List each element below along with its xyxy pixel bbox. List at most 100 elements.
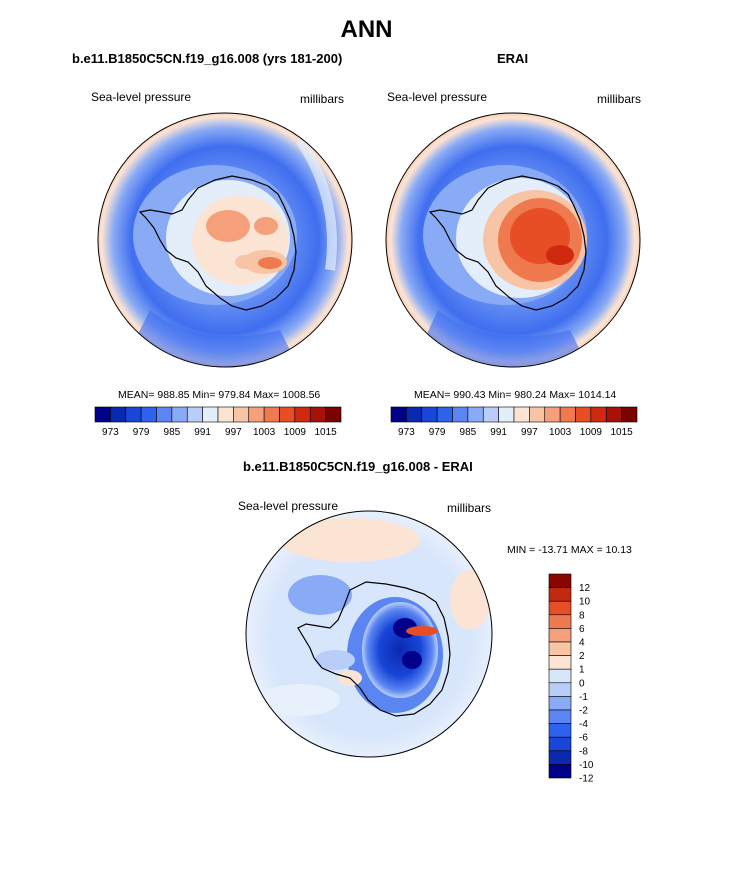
colorbar-obs-swatch [559,406,576,423]
colorbar-model-swatch [171,406,188,423]
colorbar-model-tick-label: 985 [164,427,181,438]
variable-label-diff: Sea-level pressure [238,499,339,513]
colorbar-diff-tick-label: -1 [579,692,588,703]
colorbar-model-swatch [248,406,265,423]
colorbar-model-swatch [263,406,280,423]
colorbar-diff-tick-label: 10 [579,597,591,608]
colorbar-diff-swatch [548,573,572,588]
units-label-obs: millibars [597,92,642,106]
colorbar-obs-swatch [590,406,607,423]
stats-obs: MEAN= 990.43 Min= 980.24 Max= 1014.14 [414,389,617,401]
colorbar-model-swatch [279,406,296,423]
map-boundary-model [97,112,353,368]
stats-model: MEAN= 988.85 Min= 979.84 Max= 1008.56 [118,389,321,401]
colorbar-model-swatch [110,406,127,423]
colorbar-model-tick-label: 997 [225,427,242,438]
colorbar-diff-swatch [548,709,572,724]
colorbar-obs-swatch [621,406,638,423]
variable-label-model: Sea-level pressure [91,90,192,104]
map-model [98,113,352,367]
colorbar-model-swatch [294,406,311,423]
colorbar-model-swatch [233,406,250,423]
colorbar-diff-tick-label: 12 [579,583,591,594]
colorbar-diff-swatch [548,764,572,779]
colorbar-diff-swatch [548,614,572,629]
colorbar-model-tick-label: 1015 [315,427,338,438]
colorbar-obs-tick-label: 1003 [549,427,572,438]
colorbar-diff-tick-label: -8 [579,746,588,757]
colorbar-obs-tick-label: 979 [429,427,446,438]
colorbar-obs-tick-label: 991 [490,427,507,438]
map-boundary-diff [245,510,493,758]
colorbar-model-tick-label: 1003 [253,427,276,438]
colorbar-obs-tick-label: 985 [460,427,477,438]
colorbar-obs-swatch [406,406,423,423]
colorbar-diff-tick-label: 4 [579,638,585,649]
colorbar-obs-tick-label: 1015 [611,427,634,438]
colorbar-obs: 973 979 985 991 997 1003 1009 1015 [390,406,638,438]
colorbar-diff-swatch [548,750,572,765]
map-obs [386,113,640,367]
colorbar-model-swatch [125,406,142,423]
colorbar-diff-tick-label: 6 [579,624,585,635]
colorbar-diff-tick-label: 8 [579,610,585,621]
colorbar-obs-swatch [482,406,499,423]
colorbar-model-tick-label: 991 [194,427,211,438]
colorbar-obs-swatch [529,406,546,423]
colorbar-model-swatch [309,406,326,423]
colorbar-model-tick-label: 973 [102,427,119,438]
colorbar-obs-swatch [605,406,622,423]
colorbar-diff-swatch [548,600,572,616]
colorbar-model-swatch [140,406,157,423]
colorbar-diff-tick-label: -4 [579,719,588,730]
colorbar-model-swatch [325,406,342,423]
antarctica-outline-obs [428,175,587,311]
variable-label-obs: Sea-level pressure [387,90,488,104]
units-label-diff: millibars [447,501,492,515]
colorbar-diff-swatch [548,628,572,643]
colorbar-model-tick-label: 1009 [284,427,307,438]
colorbar-obs-tick-label: 997 [521,427,538,438]
colorbar-model-swatch [217,406,234,423]
colorbar-obs-swatch [390,406,407,423]
colorbar-model: 973 979 985 991 997 1003 1009 1015 [94,406,342,438]
antarctica-outline-diff [297,581,451,717]
stats-diff: MIN = -13.71 MAX = 10.13 [507,544,632,556]
colorbar-diff-swatch [548,736,572,752]
colorbar-diff-tick-label: -2 [579,706,588,717]
colorbar-diff-tick-label: -6 [579,733,588,744]
colorbar-model-swatch [202,406,219,423]
colorbar-model-swatch [186,406,203,423]
map-boundary-obs [385,112,641,368]
colorbar-diff-swatch [548,696,572,711]
colorbar-diff-swatch [548,587,572,602]
colorbar-obs-swatch [544,406,561,423]
colorbar-diff-tick-label: -12 [579,774,594,785]
colorbar-diff-swatch [548,668,572,684]
colorbar-diff-swatch [548,723,572,738]
colorbar-diff-swatch [548,641,572,656]
colorbar-model-swatch [94,406,111,423]
colorbar-model-swatch [156,406,173,423]
colorbar-obs-swatch [498,406,515,423]
colorbar-obs-tick-label: 973 [398,427,415,438]
colorbar-obs-tick-label: 1009 [580,427,603,438]
colorbar-model-tick-label: 979 [133,427,150,438]
panel-title-obs: ERAI [497,51,529,66]
colorbar-obs-swatch [452,406,469,423]
colorbar-obs-swatch [513,406,530,423]
colorbar-diff-tick-label: -10 [579,760,594,771]
antarctica-outline-model [138,175,297,311]
colorbar-diff-swatch [548,682,572,697]
colorbar-diff-swatch [548,655,572,670]
panel-title-diff: b.e11.B1850C5CN.f19_g16.008 - ERAI [243,459,473,474]
colorbar-diff-tick-label: 2 [579,651,585,662]
colorbar-obs-swatch [467,406,484,423]
panel-title-model: b.e11.B1850C5CN.f19_g16.008 (yrs 181-200… [72,51,343,66]
colorbar-obs-swatch [421,406,438,423]
colorbar-diff-tick-label: 1 [579,665,585,676]
colorbar-diff-tick-label: 0 [579,678,585,689]
colorbar-obs-swatch [436,406,453,423]
